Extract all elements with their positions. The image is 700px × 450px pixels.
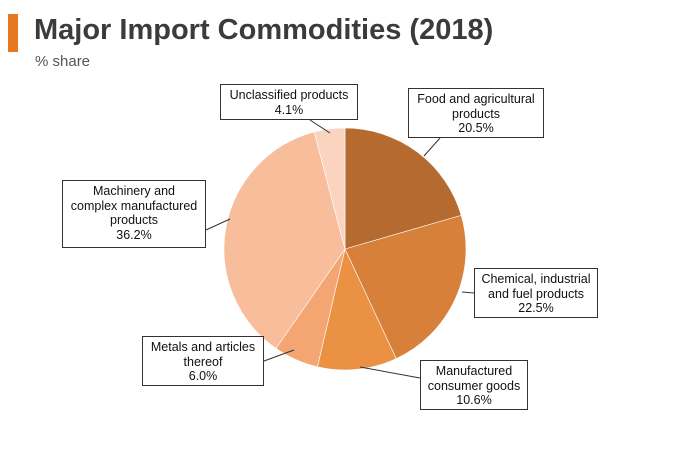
callout-leader-line <box>263 349 295 362</box>
callout-label-line: Chemical, industrial <box>481 272 591 286</box>
callout-value: 4.1% <box>274 102 304 117</box>
callout-label-line: products <box>452 106 500 121</box>
callout-chemical-industrial-fuel: Chemical, industrial and fuel products 2… <box>474 268 598 318</box>
callout-label-line: Unclassified products <box>229 88 349 102</box>
pie-slice-manufactured-consumer-goods <box>317 248 397 371</box>
chart-title: Major Import Commodities (2018) <box>34 14 494 46</box>
callout-leader-line <box>359 366 421 379</box>
callout-label-line: Metals and articles <box>150 340 256 354</box>
callout-unclassified: Unclassified products 4.1% <box>220 84 358 120</box>
callout-machinery-complex: Machinery and complex manufactured produ… <box>62 180 206 248</box>
pie-slice-machinery-and-complex-manufactured-products <box>223 131 346 349</box>
callout-label-line: thereof <box>183 354 223 369</box>
chart-subtitle: % share <box>35 53 91 70</box>
callout-leader-line <box>205 218 231 231</box>
pie-slice-food-and-agricultural-products <box>344 127 462 250</box>
callout-value: 10.6% <box>456 393 492 407</box>
title-accent-bar <box>8 14 18 52</box>
callout-label-line: products <box>110 213 158 227</box>
callout-leader-line <box>423 137 441 157</box>
callout-food-agricultural: Food and agricultural products 20.5% <box>408 88 544 138</box>
callout-label-line: complex manufactured <box>70 198 198 213</box>
pie-slice-chemical-industrial-and-fuel-products <box>344 215 467 360</box>
callout-leader-line <box>309 119 331 134</box>
pie-slice-unclassified-products <box>313 127 346 250</box>
callout-label-line: Machinery and <box>93 184 175 198</box>
callout-value: 20.5% <box>458 121 494 135</box>
callout-label-line: consumer goods <box>427 378 521 393</box>
callout-label-line: Manufactured <box>435 364 513 378</box>
callout-value: 36.2% <box>116 227 152 242</box>
callout-value: 22.5% <box>518 301 554 315</box>
callout-leader-line <box>461 291 475 294</box>
callout-label-line: and fuel products <box>488 286 584 301</box>
callout-manufactured-consumer-goods: Manufactured consumer goods 10.6% <box>420 360 528 410</box>
callout-metals-articles: Metals and articles thereof 6.0% <box>142 336 264 386</box>
callout-value: 6.0% <box>188 369 218 383</box>
callout-label-line: Food and agricultural <box>417 92 535 106</box>
